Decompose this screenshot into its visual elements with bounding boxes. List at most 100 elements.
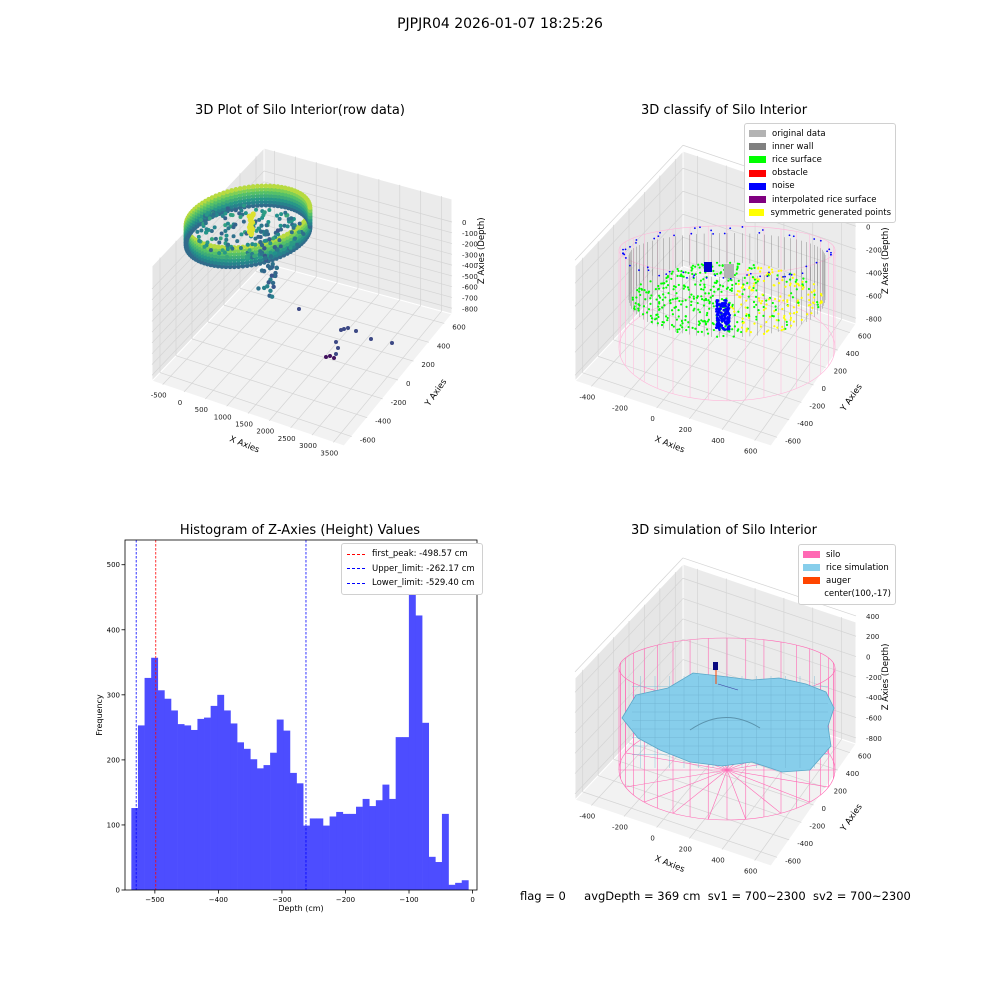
- plot2-classify-3d: -400 -200 0 200 400 600 -600 -400 -200 0 200 400 600…: [574, 144, 891, 456]
- silo-floor-wire: [707, 769, 728, 820]
- legend-swatch: [749, 156, 766, 164]
- point: [672, 325, 675, 328]
- point: [687, 325, 690, 329]
- point: [737, 283, 740, 286]
- silo-floor-wire: [625, 752, 728, 771]
- histogram-bar: [270, 752, 278, 890]
- y-tick-label: 400: [846, 770, 859, 778]
- grid-line: [574, 598, 684, 713]
- data-point: [369, 337, 373, 341]
- data-point: [195, 229, 200, 234]
- histogram-bar: [263, 765, 271, 890]
- data-point: [282, 223, 287, 228]
- noise-point: [657, 235, 660, 238]
- noise-point: [801, 272, 804, 275]
- point: [774, 308, 778, 311]
- x-tick-label: 2000: [256, 428, 274, 436]
- noise-point: [761, 229, 764, 231]
- status-line: flag = 0 avgDepth = 369 cm sv1 = 700~230…: [520, 889, 911, 903]
- histogram-bars: [131, 566, 469, 890]
- point: [644, 298, 647, 301]
- y-axis-label: Frequency: [95, 694, 104, 736]
- point: [705, 314, 708, 317]
- y-tick-label: 200: [107, 756, 120, 764]
- noise-point: [723, 328, 727, 331]
- z-tick-label: -800: [866, 315, 882, 323]
- point: [719, 272, 722, 275]
- histogram-bar: [455, 882, 463, 890]
- histogram-bar: [164, 698, 172, 890]
- noise-cluster: [704, 262, 712, 272]
- point: [681, 300, 684, 303]
- point: [734, 282, 738, 285]
- data-point: [238, 215, 243, 220]
- point: [676, 297, 679, 300]
- point: [753, 322, 756, 325]
- point: [785, 320, 788, 323]
- point: [676, 274, 679, 278]
- point: [677, 309, 680, 312]
- point: [674, 297, 677, 300]
- noise-point: [682, 271, 685, 274]
- noise-point: [629, 264, 631, 267]
- noise-point: [718, 328, 721, 331]
- point: [661, 298, 664, 301]
- point: [708, 302, 711, 305]
- y-tick-label: 100: [107, 821, 120, 829]
- grid-line: [582, 372, 778, 438]
- point: [773, 297, 777, 301]
- data-point: [196, 234, 201, 239]
- noise-point: [718, 311, 722, 314]
- data-point: [259, 223, 264, 228]
- point: [663, 304, 666, 307]
- point: [715, 261, 719, 264]
- y-tick-label: 500: [107, 561, 120, 569]
- data-point: [244, 255, 249, 260]
- point: [761, 299, 764, 303]
- data-point: [297, 221, 302, 226]
- y-tick-label: 400: [437, 342, 450, 350]
- noise-point: [727, 303, 731, 307]
- x-tick-label: 600: [744, 448, 757, 456]
- data-point: [289, 230, 294, 235]
- data-point: [217, 192, 222, 197]
- point: [706, 328, 709, 331]
- point: [637, 309, 640, 312]
- point: [649, 314, 653, 317]
- point: [657, 287, 661, 290]
- figure-suptitle: PJPJR04 2026-01-07 18:25:26: [397, 16, 603, 32]
- x-tick-label: -400: [579, 813, 595, 821]
- point: [758, 299, 761, 302]
- x-tick-label: 3000: [299, 442, 317, 450]
- point: [737, 310, 740, 313]
- point: [700, 288, 703, 291]
- point: [671, 298, 674, 301]
- y-tick-label: 600: [858, 753, 871, 761]
- z-tick-label: -700: [462, 294, 478, 302]
- point: [637, 303, 640, 306]
- y-tick-label: -200: [809, 822, 825, 830]
- histogram-bar: [329, 816, 337, 890]
- grid-line: [223, 304, 414, 362]
- x-tick-label: −500: [145, 896, 164, 904]
- data-point: [213, 236, 218, 241]
- point: [679, 324, 682, 327]
- point: [691, 272, 694, 276]
- point: [820, 301, 823, 304]
- point: [694, 283, 697, 286]
- data-point: [268, 254, 274, 259]
- point: [698, 311, 702, 314]
- z-tick-label: -600: [462, 284, 478, 292]
- data-point: [225, 221, 230, 226]
- classified-points: [622, 226, 832, 338]
- data-point: [278, 223, 283, 228]
- histogram-bar: [256, 768, 264, 890]
- noise-point: [710, 229, 713, 232]
- histogram-bar: [190, 729, 198, 890]
- grid-line: [263, 246, 453, 298]
- point: [657, 315, 660, 319]
- legend-item: Lower_limit: -529.40 cm: [347, 576, 477, 591]
- x-tick-label: 2500: [278, 435, 296, 443]
- point: [767, 298, 771, 301]
- x-tick-label: 1000: [214, 413, 232, 421]
